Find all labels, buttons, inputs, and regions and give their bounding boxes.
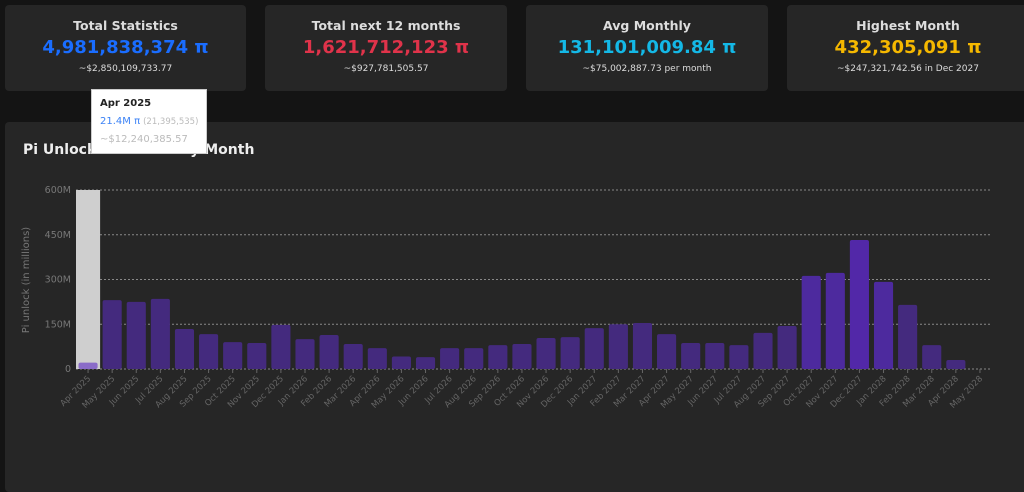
bar[interactable] [126, 301, 146, 369]
bar[interactable] [608, 324, 628, 369]
card-value: 4,981,838,374 π [42, 37, 209, 58]
bar[interactable] [319, 334, 339, 369]
card-total-statistics: Total Statistics 4,981,838,374 π ~$2,850… [5, 5, 246, 91]
hover-highlight [76, 190, 101, 369]
bar[interactable] [560, 337, 580, 369]
bar[interactable] [536, 337, 556, 369]
bar[interactable] [584, 328, 604, 369]
card-title: Total next 12 months [311, 18, 461, 33]
card-total-next-12-months: Total next 12 months 1,621,712,123 π ~$9… [265, 5, 507, 91]
bar[interactable] [946, 360, 966, 369]
bar[interactable] [367, 348, 387, 369]
tooltip-usd: ~$12,240,385.57 [100, 134, 188, 145]
bar[interactable] [150, 298, 170, 369]
bar[interactable] [247, 343, 267, 369]
card-sub: ~$247,321,742.56 in Dec 2027 [837, 64, 979, 74]
y-axis-label: Pi unlock (in millions) [21, 227, 32, 334]
card-sub: ~$75,002,887.73 per month [582, 64, 712, 74]
bar[interactable] [464, 348, 484, 369]
bar[interactable] [801, 275, 821, 369]
bar[interactable] [873, 281, 894, 369]
bar[interactable] [753, 332, 773, 369]
card-title: Total Statistics [73, 18, 178, 33]
bar[interactable] [657, 334, 677, 369]
bar[interactable] [440, 348, 460, 369]
tooltip-amount: 21.4M π [100, 116, 141, 127]
card-value: 131,101,009.84 π [557, 37, 737, 58]
card-sub: ~$2,850,109,733.77 [78, 64, 173, 74]
bar[interactable] [512, 343, 532, 369]
bar[interactable] [777, 326, 797, 369]
tooltip-month: Apr 2025 [100, 98, 152, 109]
y-tick-label: 300M [45, 275, 71, 286]
y-tick-label: 0 [65, 364, 71, 375]
bar[interactable] [705, 343, 725, 369]
y-tick-label: 150M [45, 319, 71, 330]
card-sub: ~$927,781,505.57 [343, 64, 429, 74]
card-title: Highest Month [856, 18, 960, 33]
bar[interactable] [488, 345, 508, 369]
bar[interactable] [898, 304, 918, 369]
bar[interactable] [849, 240, 869, 369]
bar[interactable] [295, 339, 315, 369]
card-avg-monthly: Avg Monthly 131,101,009.84 π ~$75,002,88… [526, 5, 768, 91]
y-tick-label: 600M [45, 185, 71, 196]
card-value: 1,621,712,123 π [302, 37, 470, 58]
bar[interactable] [102, 300, 122, 369]
bar-chart: 0 150M 300M 450M 600M Pi unlock (in millions)… [21, 185, 992, 411]
bar[interactable] [632, 323, 653, 369]
card-title: Avg Monthly [603, 18, 691, 33]
bar[interactable] [343, 343, 363, 369]
bar[interactable] [199, 334, 219, 369]
card-highest-month: Highest Month 432,305,091 π ~$247,321,74… [787, 5, 1024, 91]
bar[interactable] [223, 342, 243, 369]
bar[interactable] [271, 324, 291, 369]
bar[interactable] [391, 356, 411, 369]
y-tick-label: 450M [45, 230, 71, 241]
bar[interactable] [681, 343, 701, 369]
tooltip: Apr 2025 21.4M π (21,395,535) ~$12,240,38… [91, 89, 208, 154]
bar[interactable] [78, 362, 98, 369]
bar[interactable] [825, 272, 845, 369]
tooltip-exact: (21,395,535) [143, 117, 199, 127]
bar[interactable] [415, 357, 436, 369]
card-value: 432,305,091 π [834, 37, 982, 58]
bar[interactable] [174, 329, 195, 369]
bar[interactable] [922, 345, 942, 369]
bar[interactable] [729, 345, 749, 369]
